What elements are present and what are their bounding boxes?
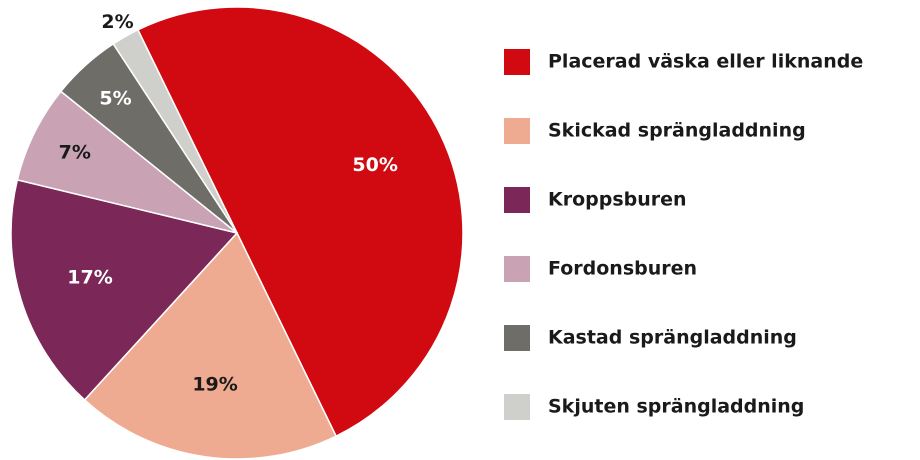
legend-label: Fordonsburen <box>548 258 697 280</box>
legend-label: Kroppsburen <box>548 189 687 211</box>
legend-swatch <box>504 394 530 420</box>
data-label: 17% <box>67 266 112 288</box>
pie-slice <box>136 6 464 438</box>
pie-slice <box>10 178 239 401</box>
legend-swatch <box>504 118 530 144</box>
legend-label: Placerad väska eller liknande <box>548 51 863 73</box>
legend-label: Kastad sprängladdning <box>548 327 797 349</box>
data-label: 19% <box>192 374 237 396</box>
data-label: 2% <box>101 11 133 33</box>
legend-swatch <box>504 49 530 75</box>
pie-slice <box>112 28 238 234</box>
legend-swatch <box>504 187 530 213</box>
pie-slice <box>83 231 338 460</box>
data-label: 50% <box>352 154 397 176</box>
legend-swatch <box>504 256 530 282</box>
data-label: 7% <box>59 142 91 164</box>
legend-swatch <box>504 325 530 351</box>
legend-label: Skickad sprängladdning <box>548 120 806 142</box>
data-label: 5% <box>99 88 131 110</box>
legend-label: Skjuten sprängladdning <box>548 396 804 418</box>
